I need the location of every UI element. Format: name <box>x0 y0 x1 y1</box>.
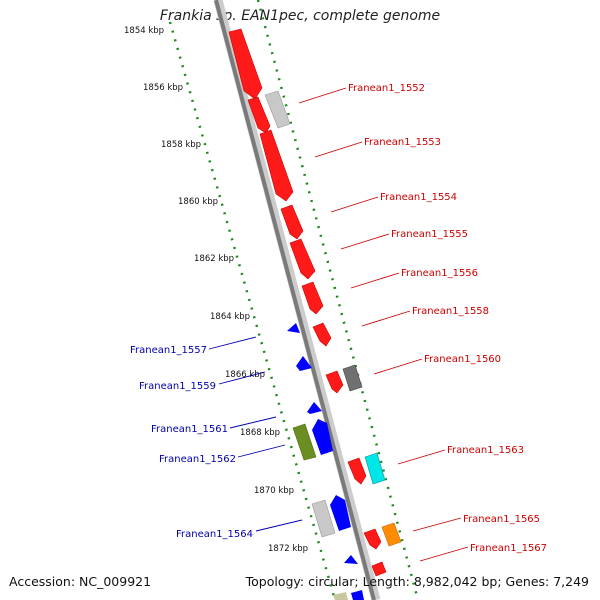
gene-label[interactable]: Franean1_1555 <box>391 229 468 240</box>
gene-label[interactable]: Franean1_1564 <box>176 529 253 540</box>
gene-feature <box>333 592 348 600</box>
gene-feature <box>287 323 300 333</box>
gene-feature <box>280 204 304 240</box>
tick-label: 1870 kbp <box>254 486 294 496</box>
tick-label: 1868 kbp <box>240 428 280 438</box>
gene-feature <box>247 96 271 134</box>
gene-feature <box>351 590 364 600</box>
tick-label: 1860 kbp <box>178 197 218 207</box>
gene-feature <box>371 561 387 577</box>
gene-label[interactable]: Franean1_1553 <box>364 137 441 148</box>
reverse-label-lines <box>208 336 303 532</box>
gene-feature <box>301 281 324 315</box>
gene-label[interactable]: Franean1_1560 <box>424 354 501 365</box>
forward-genes <box>228 28 402 577</box>
gene-feature <box>344 555 358 564</box>
genome-summary-text: Topology: circular; Length: 8,982,042 bp… <box>245 574 589 589</box>
tick-label: 1866 kbp <box>225 370 265 380</box>
gene-feature <box>312 322 332 347</box>
tick-label: 1858 kbp <box>161 140 201 150</box>
gene-label[interactable]: Franean1_1557 <box>130 345 207 356</box>
gene-feature <box>330 495 351 531</box>
gene-label[interactable]: Franean1_1562 <box>159 454 236 465</box>
tick-label: 1854 kbp <box>124 26 164 36</box>
gene-feature <box>264 90 291 129</box>
gene-feature <box>312 419 333 455</box>
reverse-labels: Franean1_1557 Franean1_1559 Franean1_156… <box>130 345 253 540</box>
gene-feature <box>347 457 367 485</box>
forward-labels: Franean1_1552 Franean1_1553 Franean1_155… <box>348 83 547 554</box>
tick-label: 1862 kbp <box>194 254 234 264</box>
gene-feature <box>363 528 382 550</box>
gene-label[interactable]: Franean1_1567 <box>470 543 547 554</box>
backbone <box>214 0 376 600</box>
gene-label[interactable]: Franean1_1558 <box>412 306 489 317</box>
gene-feature <box>364 452 386 485</box>
gene-feature <box>342 364 363 392</box>
gene-label[interactable]: Franean1_1565 <box>463 514 540 525</box>
ruler-line-outer <box>168 21 337 600</box>
tick-label: 1856 kbp <box>143 83 183 93</box>
gene-label[interactable]: Franean1_1552 <box>348 83 425 94</box>
gene-label[interactable]: Franean1_1559 <box>139 381 216 392</box>
gene-label[interactable]: Franean1_1561 <box>151 424 228 435</box>
gene-feature <box>259 129 294 202</box>
gene-feature <box>289 238 316 280</box>
gene-label[interactable]: Franean1_1556 <box>401 268 478 279</box>
gene-feature <box>307 402 322 414</box>
gene-feature <box>228 28 263 100</box>
ruler-labels: 1854 kbp 1856 kbp 1858 kbp 1860 kbp 1862… <box>124 26 308 554</box>
gene-feature <box>311 499 336 538</box>
gene-feature <box>381 522 402 547</box>
gene-feature <box>292 423 317 461</box>
gene-label[interactable]: Franean1_1554 <box>380 192 457 203</box>
tick-label: 1872 kbp <box>268 544 308 554</box>
map-title: Frankia sp. EAN1pec, complete genome <box>159 8 441 24</box>
gene-label[interactable]: Franean1_1563 <box>447 445 524 456</box>
gene-feature <box>296 356 312 371</box>
forward-label-lines <box>298 87 469 562</box>
accession-text: Accession: NC_009921 <box>9 574 152 589</box>
reverse-genes <box>287 323 364 600</box>
gene-feature <box>325 370 344 394</box>
tick-label: 1864 kbp <box>210 312 250 322</box>
